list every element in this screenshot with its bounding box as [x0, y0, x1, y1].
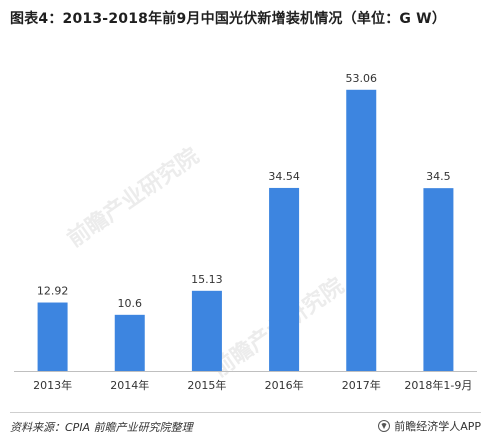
footer-divider	[10, 412, 481, 413]
x-tick-label-2: 2014年	[110, 378, 149, 392]
x-tick-label-6: 2018年1-9月	[404, 378, 472, 392]
x-tick-label-3: 2015年	[187, 378, 226, 392]
bar-2	[114, 314, 145, 371]
bar-1	[37, 302, 68, 371]
value-label-1: 12.92	[37, 285, 69, 298]
x-tick-labels-group: 2013年 2014年 2015年 2016年 2017年 2018年1-9月	[33, 378, 472, 392]
x-tick-label-4: 2016年	[265, 378, 304, 392]
chart-title: 图表4：2013-2018年前9月中国光伏新增装机情况（单位：G W）	[10, 11, 447, 27]
brand-name: 前瞻经济学人APP	[394, 420, 481, 433]
value-label-2: 10.6	[118, 297, 143, 310]
source-note: 资料来源：CPIA 前瞻产业研究院整理	[10, 421, 193, 434]
value-label-6: 34.5	[426, 170, 451, 183]
value-label-3: 15.13	[191, 273, 223, 286]
brand-logo-icon	[378, 420, 391, 432]
brand: 前瞻经济学人APP	[378, 418, 481, 434]
bar-5	[346, 89, 377, 372]
bar-3	[191, 290, 222, 371]
bar-6	[423, 188, 454, 371]
value-label-5: 53.06	[346, 72, 378, 85]
x-tick-label-1: 2013年	[33, 378, 72, 392]
value-labels-group: 12.92 10.6 15.13 34.54 53.06 34.5	[37, 72, 451, 310]
x-tick-label-5: 2017年	[342, 378, 381, 392]
bars-group	[37, 89, 454, 372]
value-label-4: 34.54	[268, 170, 300, 183]
bar-4	[269, 187, 300, 371]
